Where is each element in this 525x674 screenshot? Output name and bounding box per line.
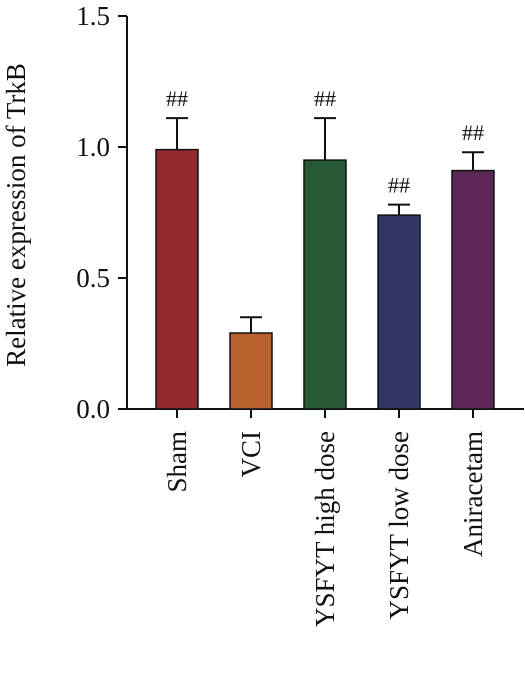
bar <box>303 159 347 410</box>
significance-annotation: ## <box>166 86 188 111</box>
bar <box>229 332 273 410</box>
y-tick-label: 1.5 <box>76 1 110 31</box>
y-axis-label: Relative expression of TrkB <box>1 63 31 367</box>
x-tick-label: Sham <box>162 431 192 493</box>
x-tick-label: VCI <box>236 431 266 478</box>
y-tick-label: 0.0 <box>76 394 110 424</box>
y-tick-label: 0.5 <box>76 263 110 293</box>
significance-annotation: ## <box>314 86 336 111</box>
y-tick-label: 1.0 <box>76 132 110 162</box>
x-tick-label: YSFYT high dose <box>310 431 340 627</box>
x-tick-label: YSFYT low dose <box>384 431 414 620</box>
significance-annotation: ## <box>388 173 410 198</box>
significance-annotation: ## <box>462 120 484 145</box>
x-tick-label: Aniracetam <box>458 431 488 557</box>
bar <box>377 214 421 410</box>
bar <box>451 169 495 410</box>
bar <box>155 148 199 410</box>
